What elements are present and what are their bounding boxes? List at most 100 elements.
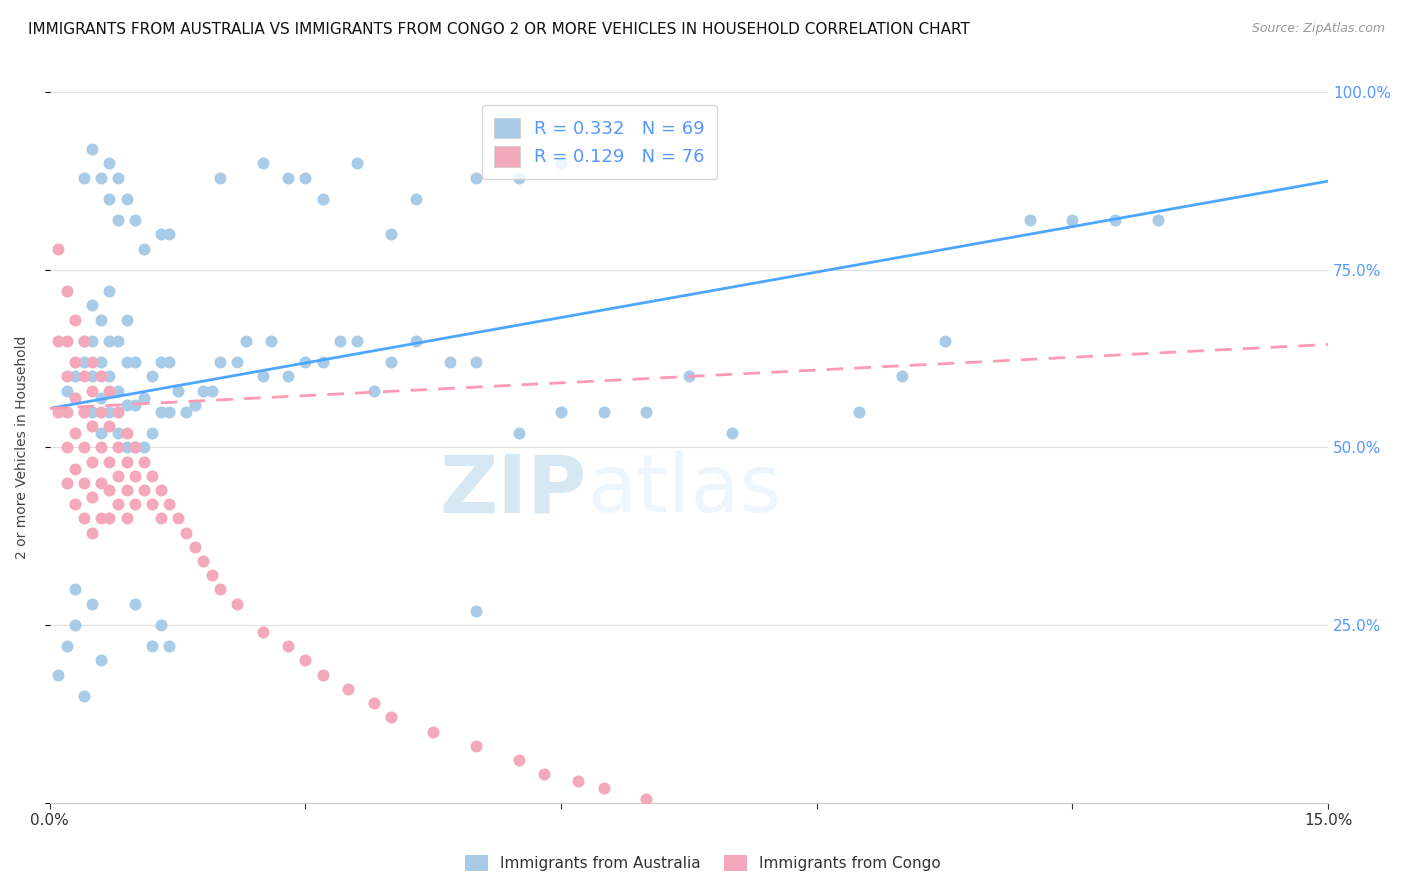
Point xyxy=(115,398,138,412)
Point xyxy=(73,334,96,348)
Point xyxy=(174,525,197,540)
Point xyxy=(115,426,138,441)
Point xyxy=(124,398,146,412)
Point xyxy=(149,227,172,242)
Point xyxy=(1104,213,1126,227)
Point xyxy=(363,696,385,710)
Point xyxy=(56,405,79,419)
Point xyxy=(73,405,96,419)
Text: ZIP: ZIP xyxy=(440,451,586,529)
Point xyxy=(98,192,121,206)
Point xyxy=(166,384,188,398)
Point xyxy=(567,774,589,789)
Point xyxy=(294,653,316,667)
Point xyxy=(1146,213,1168,227)
Point xyxy=(56,640,79,654)
Point xyxy=(90,369,112,384)
Point xyxy=(132,441,155,455)
Point xyxy=(65,391,87,405)
Point xyxy=(65,462,87,476)
Point xyxy=(115,483,138,497)
Point xyxy=(107,441,129,455)
Point xyxy=(115,312,138,326)
Point xyxy=(508,426,530,441)
Point xyxy=(149,355,172,369)
Point xyxy=(90,170,112,185)
Point xyxy=(422,724,444,739)
Point xyxy=(550,405,572,419)
Point xyxy=(260,334,283,348)
Point xyxy=(201,384,224,398)
Point xyxy=(48,667,70,681)
Point xyxy=(636,405,658,419)
Point xyxy=(132,483,155,497)
Point xyxy=(337,681,360,696)
Point xyxy=(124,355,146,369)
Point xyxy=(90,511,112,525)
Point xyxy=(183,540,205,554)
Point xyxy=(124,441,146,455)
Point xyxy=(678,369,700,384)
Point xyxy=(720,426,742,441)
Point xyxy=(132,242,155,256)
Point xyxy=(346,334,368,348)
Point xyxy=(294,355,316,369)
Y-axis label: 2 or more Vehicles in Household: 2 or more Vehicles in Household xyxy=(15,335,30,559)
Point xyxy=(56,284,79,298)
Point xyxy=(65,618,87,632)
Point xyxy=(124,441,146,455)
Point xyxy=(90,405,112,419)
Point xyxy=(56,384,79,398)
Point xyxy=(98,156,121,170)
Point xyxy=(56,369,79,384)
Point xyxy=(346,156,368,170)
Point xyxy=(48,334,70,348)
Point xyxy=(226,597,249,611)
Point xyxy=(405,192,427,206)
Point xyxy=(90,355,112,369)
Point xyxy=(124,213,146,227)
Point xyxy=(311,667,333,681)
Point xyxy=(508,170,530,185)
Point xyxy=(174,405,197,419)
Point xyxy=(891,369,914,384)
Point xyxy=(73,511,96,525)
Point xyxy=(149,405,172,419)
Point xyxy=(157,405,180,419)
Point xyxy=(115,441,138,455)
Point xyxy=(73,369,96,384)
Point xyxy=(405,334,427,348)
Point xyxy=(124,468,146,483)
Point xyxy=(82,525,104,540)
Text: Source: ZipAtlas.com: Source: ZipAtlas.com xyxy=(1251,22,1385,36)
Legend: R = 0.332   N = 69, R = 0.129   N = 76: R = 0.332 N = 69, R = 0.129 N = 76 xyxy=(482,105,717,179)
Point xyxy=(329,334,352,348)
Point xyxy=(311,355,333,369)
Point xyxy=(98,419,121,434)
Point xyxy=(65,497,87,511)
Point xyxy=(226,355,249,369)
Point xyxy=(73,441,96,455)
Point xyxy=(107,468,129,483)
Point xyxy=(277,640,299,654)
Point xyxy=(82,384,104,398)
Point xyxy=(98,369,121,384)
Point xyxy=(98,455,121,469)
Point xyxy=(636,792,658,806)
Point xyxy=(311,192,333,206)
Point xyxy=(90,391,112,405)
Point xyxy=(98,384,121,398)
Point xyxy=(209,582,232,597)
Point xyxy=(550,156,572,170)
Point xyxy=(166,511,188,525)
Point xyxy=(90,426,112,441)
Point xyxy=(82,597,104,611)
Point xyxy=(380,710,402,724)
Point xyxy=(149,483,172,497)
Point xyxy=(1062,213,1084,227)
Point xyxy=(149,618,172,632)
Point xyxy=(209,170,232,185)
Point xyxy=(82,355,104,369)
Legend: Immigrants from Australia, Immigrants from Congo: Immigrants from Australia, Immigrants fr… xyxy=(460,849,946,877)
Text: atlas: atlas xyxy=(586,451,782,529)
